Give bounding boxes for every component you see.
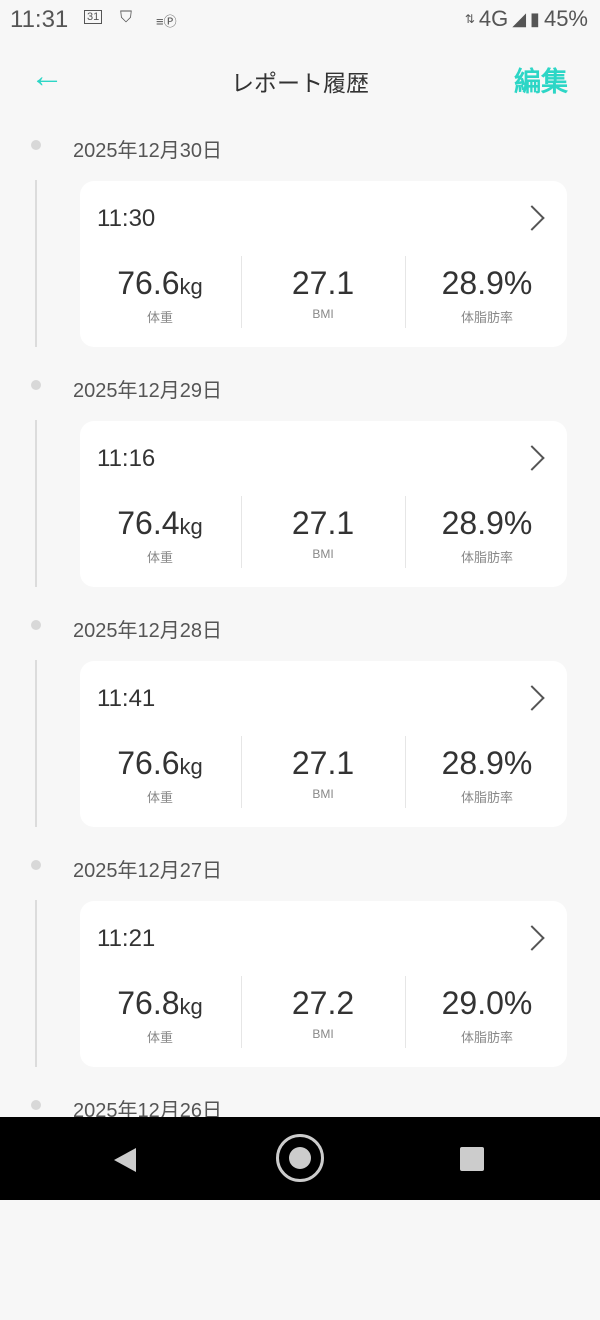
battery-icon: ▮ xyxy=(530,8,540,29)
divider xyxy=(405,736,406,808)
fat-label: 体脂肪率 xyxy=(460,550,513,565)
divider xyxy=(241,496,242,568)
bmi-metric: 27.1 BMI xyxy=(243,745,403,801)
report-time: 11:30 xyxy=(97,205,156,232)
bmi-metric: 27.2 BMI xyxy=(243,985,403,1041)
edit-button[interactable]: 編集 xyxy=(514,67,568,97)
fat-metric: 28.9% 体脂肪率 xyxy=(407,265,567,326)
weight-metric: 76.4kg 体重 xyxy=(80,505,240,566)
bmi-metric: 27.1 BMI xyxy=(243,505,403,561)
weight-value: 76.4 xyxy=(117,505,180,541)
timeline-line xyxy=(35,180,37,347)
bmi-value: 27.1 xyxy=(291,265,355,301)
timeline-dot xyxy=(31,140,41,150)
fat-metric: 29.0% 体脂肪率 xyxy=(407,985,567,1046)
fat-label: 体脂肪率 xyxy=(460,790,513,805)
status-time: 11:31 xyxy=(10,6,69,33)
weight-metric: 76.6kg 体重 xyxy=(80,265,240,326)
weight-label: 体重 xyxy=(146,1030,173,1045)
shield-icon: ⛉ xyxy=(120,9,133,26)
timeline-dot xyxy=(31,1100,41,1110)
report-date: 2025年12月27日 xyxy=(73,860,222,882)
arrow-left-icon: ← xyxy=(30,57,64,95)
weight-metric: 76.8kg 体重 xyxy=(80,985,240,1046)
report-date: 2025年12月26日 xyxy=(73,1100,222,1122)
report-time: 11:21 xyxy=(97,925,156,952)
weight-label: 体重 xyxy=(146,790,173,805)
back-button[interactable]: ← xyxy=(30,57,70,96)
fat-value: 28.9% xyxy=(441,265,533,301)
weight-unit: kg xyxy=(179,514,203,539)
bmi-label: BMI xyxy=(312,307,334,321)
weight-value: 76.6 xyxy=(117,265,180,301)
network-type: 4G xyxy=(478,6,509,31)
weight-value: 76.6 xyxy=(117,745,180,781)
bmi-value: 27.1 xyxy=(291,745,355,781)
weight-label: 体重 xyxy=(146,310,173,325)
navigation-bar xyxy=(0,1117,600,1200)
report-group: 2025年12月29日 11:16 76.4kg 体重 27.1 BMI 28.… xyxy=(0,360,600,600)
timeline-line xyxy=(35,660,37,827)
fat-metric: 28.9% 体脂肪率 xyxy=(407,745,567,806)
fat-label: 体脂肪率 xyxy=(460,310,513,325)
report-card[interactable]: 11:21 76.8kg 体重 27.2 BMI 29.0% 体脂肪率 xyxy=(80,901,567,1067)
nav-home-icon[interactable] xyxy=(276,1134,324,1182)
timeline-line xyxy=(35,900,37,1067)
bmi-label: BMI xyxy=(312,547,334,561)
report-group: 2025年12月27日 11:21 76.8kg 体重 27.2 BMI 29.… xyxy=(0,840,600,1080)
timeline-line xyxy=(35,420,37,587)
chevron-right-icon xyxy=(519,685,545,711)
bmi-value: 27.1 xyxy=(291,505,355,541)
fat-value: 29.0% xyxy=(441,985,533,1021)
report-card[interactable]: 11:16 76.4kg 体重 27.1 BMI 28.9% 体脂肪率 xyxy=(80,421,567,587)
weight-label: 体重 xyxy=(146,550,173,565)
bmi-label: BMI xyxy=(312,1027,334,1041)
weight-value: 76.8 xyxy=(117,985,180,1021)
calendar-icon: 31 xyxy=(84,10,103,24)
bmi-label: BMI xyxy=(312,787,334,801)
bmi-metric: 27.1 BMI xyxy=(243,265,403,321)
page-title: レポート履歴 xyxy=(231,70,369,96)
timeline-dot xyxy=(31,380,41,390)
chevron-right-icon xyxy=(519,205,545,231)
weight-unit: kg xyxy=(179,994,203,1019)
signal-icon: ◢ xyxy=(512,8,527,29)
divider xyxy=(241,256,242,328)
parking-icon: ≡Ⓟ xyxy=(156,14,177,29)
bmi-value: 27.2 xyxy=(291,985,355,1021)
report-group: 2025年12月30日 11:30 76.6kg 体重 27.1 BMI 28.… xyxy=(0,120,600,360)
divider xyxy=(241,736,242,808)
fat-value: 28.9% xyxy=(441,745,533,781)
battery-percent: 45% xyxy=(543,6,588,31)
timeline-dot xyxy=(31,620,41,630)
timeline-dot xyxy=(31,860,41,870)
weight-unit: kg xyxy=(179,754,203,779)
report-history-list: 2025年12月30日 11:30 76.6kg 体重 27.1 BMI 28.… xyxy=(0,120,600,1320)
app-header: ← レポート履歴 編集 xyxy=(0,50,600,110)
report-time: 11:41 xyxy=(97,685,156,712)
nav-recents-icon[interactable] xyxy=(460,1147,484,1171)
fat-metric: 28.9% 体脂肪率 xyxy=(407,505,567,566)
divider xyxy=(405,256,406,328)
report-date: 2025年12月28日 xyxy=(73,620,222,642)
report-card[interactable]: 11:41 76.6kg 体重 27.1 BMI 28.9% 体脂肪率 xyxy=(80,661,567,827)
fat-label: 体脂肪率 xyxy=(460,1030,513,1045)
chevron-right-icon xyxy=(519,925,545,951)
report-group: 2025年12月28日 11:41 76.6kg 体重 27.1 BMI 28.… xyxy=(0,600,600,840)
report-date: 2025年12月30日 xyxy=(73,140,222,162)
status-bar: 11:31 31 ⛉ ≡Ⓟ ⇅ 4G ◢ ▮ 45% xyxy=(0,0,600,40)
divider xyxy=(405,496,406,568)
weight-metric: 76.6kg 体重 xyxy=(80,745,240,806)
data-arrows-icon: ⇅ xyxy=(464,12,475,26)
report-group: 2025年12月26日 xyxy=(0,1080,600,1320)
divider xyxy=(241,976,242,1048)
nav-back-icon[interactable] xyxy=(114,1148,136,1172)
report-date: 2025年12月29日 xyxy=(73,380,222,402)
weight-unit: kg xyxy=(179,274,203,299)
fat-value: 28.9% xyxy=(441,505,533,541)
chevron-right-icon xyxy=(519,445,545,471)
divider xyxy=(405,976,406,1048)
report-card[interactable]: 11:30 76.6kg 体重 27.1 BMI 28.9% 体脂肪率 xyxy=(80,181,567,347)
report-time: 11:16 xyxy=(97,445,156,472)
